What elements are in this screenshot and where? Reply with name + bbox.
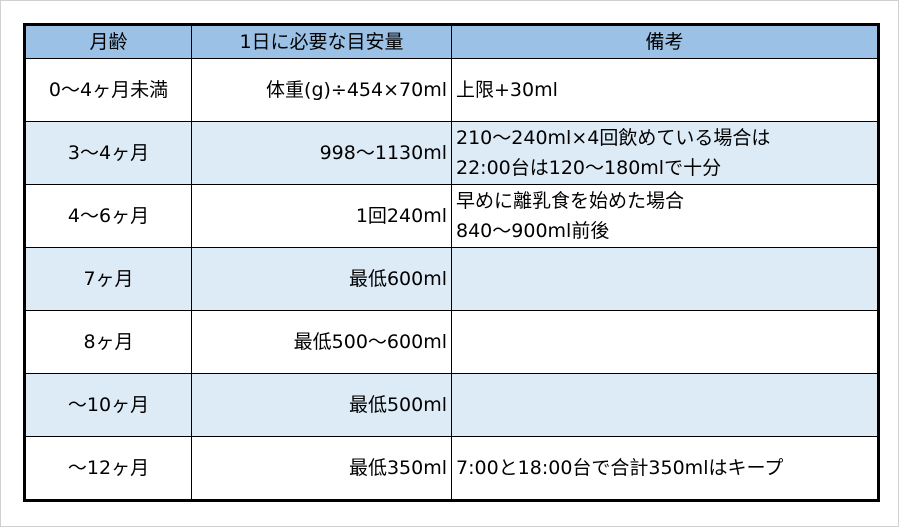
note-cell: 早めに離乳食を始めた場合 840～900ml前後 [451, 184, 879, 248]
note-line: 840～900ml前後 [456, 220, 610, 242]
note-cell [451, 373, 879, 437]
table-row: 4～6ヶ月 1回240ml 早めに離乳食を始めた場合 840～900ml前後 [24, 184, 879, 248]
note-cell: 210～240ml×4回飲めている場合は 22:00台は120～180mlで十分 [451, 121, 879, 185]
table-row: ～10ヶ月 最低500ml [24, 373, 879, 437]
amount-cell: 最低500ml [191, 373, 452, 437]
header-age: 月齢 [24, 24, 192, 59]
age-cell: 4～6ヶ月 [24, 184, 192, 248]
amount-cell: 体重(g)÷454×70ml [191, 58, 452, 122]
note-cell [451, 310, 879, 374]
header-amount: 1日に必要な目安量 [191, 24, 452, 59]
age-cell: ～12ヶ月 [24, 436, 192, 501]
amount-cell: 998～1130ml [191, 121, 452, 185]
amount-cell: 1回240ml [191, 184, 452, 248]
note-line: 22:00台は120～180mlで十分 [456, 157, 722, 179]
age-cell: 0～4ヶ月未満 [24, 58, 192, 122]
table-row: 7ヶ月 最低600ml [24, 247, 879, 311]
note-line: 210～240ml×4回飲めている場合は [456, 127, 771, 149]
amount-cell: 最低600ml [191, 247, 452, 311]
table-row: ～12ヶ月 最低350ml 7:00と18:00台で合計350mlはキープ [24, 436, 879, 501]
header-row: 月齢 1日に必要な目安量 備考 [24, 24, 879, 59]
header-note: 備考 [451, 24, 879, 59]
table-row: 3～4ヶ月 998～1130ml 210～240ml×4回飲めている場合は 22:00… [24, 121, 879, 185]
age-cell: 7ヶ月 [24, 247, 192, 311]
age-cell: 8ヶ月 [24, 310, 192, 374]
note-cell [451, 247, 879, 311]
note-cell: 7:00と18:00台で合計350mlはキープ [451, 436, 879, 501]
age-cell: 3～4ヶ月 [24, 121, 192, 185]
note-line: 7:00と18:00台で合計350mlはキープ [456, 457, 784, 479]
formula-amount-table: 月齢 1日に必要な目安量 備考 0～4ヶ月未満 体重(g)÷454×70ml 上限+… [23, 23, 880, 502]
amount-cell: 最低500～600ml [191, 310, 452, 374]
amount-cell: 最低350ml [191, 436, 452, 501]
table-row: 0～4ヶ月未満 体重(g)÷454×70ml 上限+30ml [24, 58, 879, 122]
table-row: 8ヶ月 最低500～600ml [24, 310, 879, 374]
note-line: 早めに離乳食を始めた場合 [456, 190, 685, 212]
note-line: 上限+30ml [456, 79, 558, 101]
age-cell: ～10ヶ月 [24, 373, 192, 437]
note-cell: 上限+30ml [451, 58, 879, 122]
